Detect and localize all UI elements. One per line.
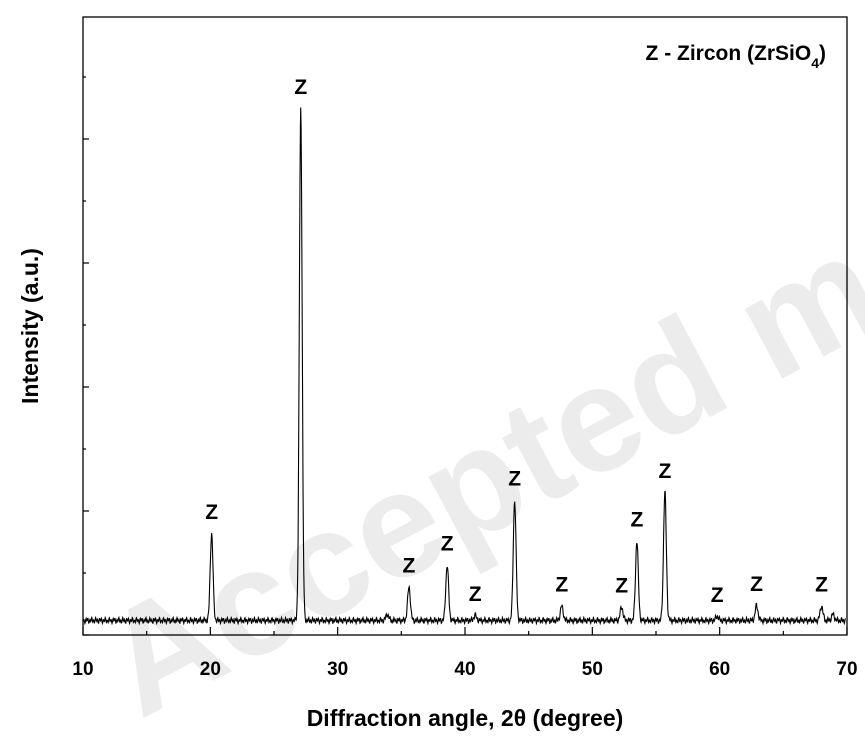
x-tick-label: 60 — [709, 659, 730, 680]
x-tick-label: 10 — [72, 659, 93, 680]
y-ticks — [83, 76, 89, 636]
peak-labels: Z Z Z Z Z Z Z Z Z Z Z Z Z — [205, 76, 828, 607]
legend-subscript: 4 — [811, 55, 819, 71]
watermark: Accepted manuscript — [76, 0, 865, 736]
legend-suffix: ) — [819, 42, 826, 65]
x-tick-label: 20 — [200, 659, 221, 680]
peak-label: Z — [508, 468, 521, 491]
peak-label: Z — [555, 574, 568, 597]
peak-label: Z — [711, 584, 724, 607]
x-tick-label: 70 — [836, 659, 857, 680]
legend-text: Z - Zircon (ZrSiO4) — [646, 42, 826, 71]
peak-label: Z — [205, 501, 218, 524]
x-tick-label: 30 — [327, 659, 348, 680]
peak-label: Z — [658, 460, 671, 483]
x-tick-label: 40 — [454, 659, 475, 680]
peak-label: Z — [750, 573, 763, 596]
peak-label: Z — [815, 574, 828, 597]
y-axis-title: Intensity (a.u.) — [17, 248, 43, 404]
x-ticks: 10 20 30 40 50 60 70 — [72, 627, 858, 680]
diffraction-pattern-line — [82, 107, 847, 626]
peak-label: Z — [294, 76, 307, 99]
peak-label: Z — [441, 533, 454, 556]
peak-label: Z — [469, 583, 482, 606]
legend-prefix: Z - Zircon (ZrSiO — [646, 42, 812, 65]
x-tick-label: 50 — [582, 659, 603, 680]
peak-label: Z — [403, 555, 416, 578]
peak-label: Z — [615, 575, 628, 598]
x-axis-title: Diffraction angle, 2θ (degree) — [307, 705, 624, 731]
peak-label: Z — [630, 509, 643, 532]
